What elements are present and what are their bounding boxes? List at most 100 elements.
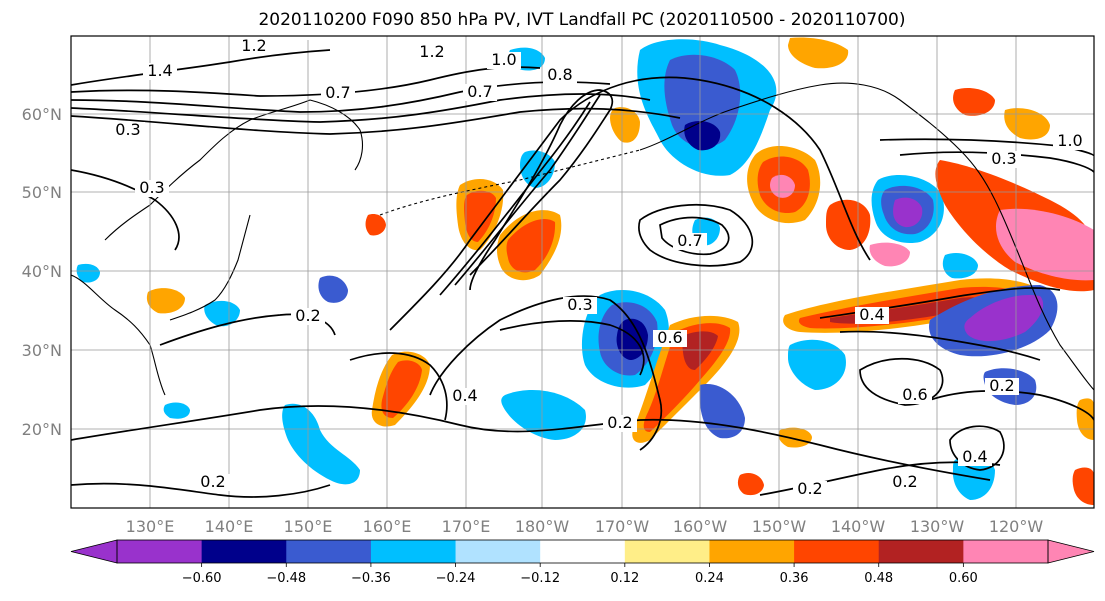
positive-anomaly-138w-35n [869,242,910,267]
contour-label: 0.6 [902,385,927,404]
contour-label-bg [985,378,1019,395]
positive-anomaly-170w-58n [610,107,640,143]
contour-0-8-band [71,93,651,123]
figure-title: 2020110200 F090 850 hPa PV, IVT Landfall… [258,10,905,30]
positive-anomaly-145w-17n [778,427,812,448]
coast-asia [71,99,311,396]
negative-anomaly-128e-40n [76,263,100,283]
contour-1-4-band [71,49,331,86]
colorbar-segment [370,540,457,563]
contour-label: 0.4 [962,447,987,466]
contour-labels: 1.4 1.2 1.0 0.8 0.7 0.6 0.3 0.3 0.2 0.3 0.4 0.6 0.7 0… [111,36,1087,498]
contour-label-bg [275,36,309,40]
positive-anomaly-145w [826,199,871,250]
positive-anomaly-130w-60n [953,88,995,116]
contour-label: 0.8 [547,65,572,84]
colorbar-tick-label: 0.36 [780,571,809,586]
positive-anomaly-162e-22n-red [381,360,422,418]
coast-kamchatka [309,99,364,171]
lon-label: 130°E [126,517,175,536]
lon-label: 160°E [363,517,412,536]
colorbar-segment [878,540,964,563]
colorbar-segment [201,540,287,563]
negative-anomaly-170w-25n [501,390,586,440]
positive-anomaly-120w-12n [1072,467,1094,505]
negative-anomaly-163e-38n [318,275,348,303]
lon-label: 170°W [595,517,650,536]
longitude-labels: 130°E 140°E 150°E 160°E 170°E 180°W 170°W 160°W… [126,517,1044,536]
negative-anomaly-155w-20n [699,384,745,439]
lon-label: 170°E [442,517,491,536]
contour-label-bg [196,474,230,491]
negative-anomaly-gulf-alaska-inner [684,120,721,151]
colorbar-tick-label: 0.60 [949,571,978,586]
lon-label: 140°W [831,517,886,536]
colorbar-tick-label: −0.60 [182,571,222,586]
lon-label: 150°W [752,517,807,536]
contour-label-bg [898,387,932,404]
negative-anomaly-155e-15n [282,403,360,485]
negative-anomaly-130w-purple [964,294,1044,342]
colorbar-segment [624,540,710,563]
contour-label: 0.4 [452,386,477,405]
contour-label: 0.6 [657,328,682,347]
positive-anomaly-180-40n-red [506,219,556,273]
contour-label-bg [415,44,449,61]
contour-label: 0.2 [892,472,917,491]
contour-0-2-east [929,390,1094,421]
lat-label: 60°N [22,105,62,124]
negative-anomaly-140w-purple [893,197,923,228]
contour-0-3-mid [499,320,645,376]
latitude-labels: 60°N 50°N 40°N 30°N 20°N [22,105,62,439]
contour-label-bg [291,308,325,325]
negative-anomaly-140w-28n [788,339,846,390]
colorbar-tick-label: −0.36 [351,571,391,586]
contour-label-bg [143,63,177,80]
contour-label-bg [987,151,1021,168]
lat-label: 40°N [22,262,62,281]
contour-ridge-1 [469,89,614,291]
contour-label-bg [653,330,687,347]
contour-label: 0.2 [200,472,225,491]
colorbar-segment [117,540,203,563]
negative-anomaly-142e-33n [204,300,240,327]
contour-label: 0.3 [115,120,140,139]
contour-label: 0.7 [677,231,702,250]
contour-label-bg [958,449,992,466]
contour-ridge-2 [454,94,601,286]
contour-1-0-band [71,81,611,113]
colorbar-tick-label: 0.48 [864,571,893,586]
contour-label: 0.2 [989,376,1014,395]
colorbar-tick-label: −0.48 [266,571,306,586]
colorbar-segment [455,540,541,563]
lat-label: 50°N [22,183,62,202]
contour-label-bg [1053,133,1087,150]
contour-label: 0.3 [139,178,164,197]
contour-label-bg [855,307,889,324]
lon-label: 130°W [910,517,965,536]
contour-label: 0.4 [859,305,884,324]
contour-ridge-3 [439,101,591,296]
contour-label-bg [237,38,271,55]
contour-label-bg [111,122,145,139]
positive-anomaly-158e-43n [365,214,386,236]
positive-anomaly-140e-35n [146,288,185,314]
contour-label: 0.2 [797,479,822,498]
contour-label: 1.2 [419,42,444,61]
colorbar-extend-low [70,539,118,564]
lat-label: 30°N [22,341,62,360]
contour-label-bg [603,415,637,432]
contour-0-3-nw [71,169,180,251]
colorbar-segment [540,540,626,563]
contour-label-bg [888,474,922,491]
contour-label-bg [463,84,497,101]
contour-label: 0.7 [467,82,492,101]
contour-label: 0.3 [567,295,592,314]
ivt-contours [71,49,1094,498]
negative-anomaly-175w-36n [942,253,978,279]
colorbar-extend-high [1047,539,1095,564]
contour-label: 0.7 [325,83,350,102]
positive-anomaly-west-coast-pink [995,208,1094,281]
contour-0-6-loop [638,204,754,267]
contour-label-bg [135,180,169,197]
